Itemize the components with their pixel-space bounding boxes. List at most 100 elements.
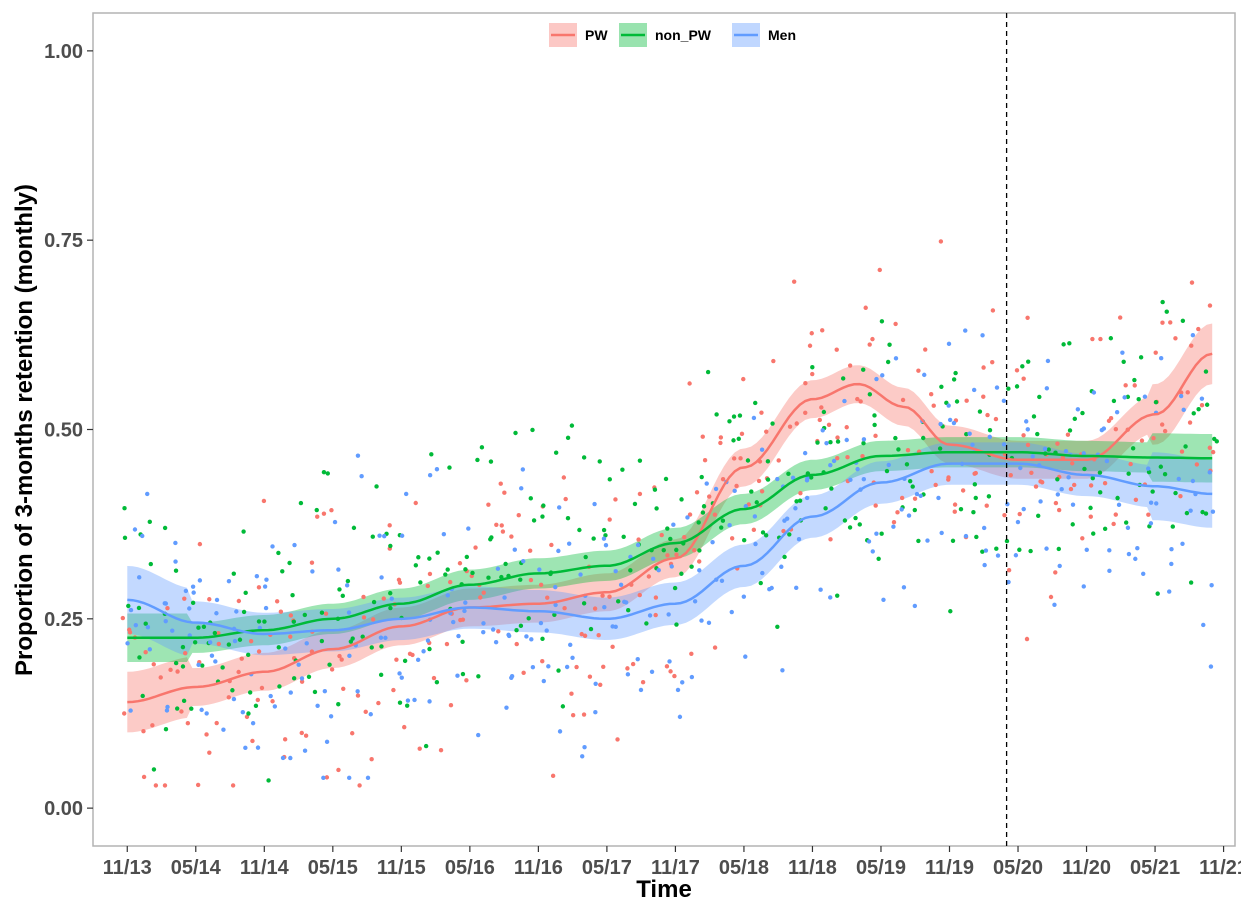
x-axis: 11/13 05/14 11/14 05/15 11/15 05/16 11/16 05/17…: [103, 846, 1241, 879]
data-point: [256, 649, 262, 654]
data-point: [835, 435, 840, 440]
data-point: [692, 548, 697, 553]
data-point: [196, 625, 201, 630]
data-point: [340, 593, 345, 599]
data-point: [379, 644, 384, 649]
data-point: [741, 376, 746, 382]
data-point: [700, 434, 705, 439]
data-point: [880, 373, 885, 378]
data-point: [697, 559, 702, 564]
data-point: [672, 673, 677, 679]
data-point: [185, 720, 191, 726]
data-point: [891, 520, 897, 525]
data-point: [328, 714, 334, 719]
data-point: [664, 664, 670, 669]
data-point: [521, 558, 526, 564]
data-point: [1132, 377, 1137, 383]
data-point: [448, 703, 454, 708]
data-point: [1158, 356, 1164, 361]
data-point: [226, 642, 232, 647]
data-point: [478, 595, 483, 600]
data-point: [1108, 336, 1114, 341]
data-point: [713, 486, 719, 492]
data-point: [844, 425, 849, 430]
data-point: [736, 436, 741, 442]
data-point: [303, 733, 309, 738]
data-point: [550, 773, 556, 779]
data-point: [933, 482, 938, 488]
data-point: [264, 577, 269, 582]
data-point: [302, 748, 308, 753]
data-point: [125, 641, 130, 646]
data-point: [803, 410, 808, 415]
data-point: [538, 582, 544, 587]
data-point: [860, 453, 865, 459]
data-point: [603, 543, 609, 548]
data-point: [276, 645, 281, 650]
data-point: [1028, 548, 1033, 554]
data-point: [425, 583, 431, 589]
data-point: [363, 709, 368, 715]
data-point: [964, 431, 969, 437]
data-point: [464, 678, 469, 683]
legend-label: Men: [768, 27, 796, 43]
data-point: [182, 650, 188, 656]
data-point: [1055, 477, 1060, 482]
data-point: [379, 575, 384, 580]
data-point: [972, 471, 977, 476]
data-point: [221, 727, 226, 732]
data-point: [457, 561, 463, 566]
data-point: [635, 656, 640, 662]
data-point: [1055, 441, 1060, 446]
data-point: [528, 577, 534, 583]
data-point: [201, 624, 207, 630]
data-point: [1001, 398, 1007, 404]
data-point: [1207, 470, 1212, 475]
data-point: [922, 372, 927, 378]
data-point: [743, 654, 748, 659]
data-point: [907, 478, 913, 484]
data-point: [948, 609, 953, 614]
data-point: [244, 714, 250, 720]
data-point: [1055, 492, 1061, 497]
data-point: [197, 541, 203, 547]
data-point: [1123, 520, 1129, 525]
data-point: [141, 729, 146, 734]
data-point: [861, 441, 866, 446]
data-point: [671, 522, 676, 527]
data-point: [1199, 396, 1205, 401]
data-point: [848, 477, 853, 483]
data-point: [710, 539, 715, 545]
data-point: [429, 452, 434, 457]
data-point: [840, 376, 846, 381]
data-point: [1002, 512, 1007, 518]
data-point: [593, 710, 598, 715]
data-point: [499, 523, 504, 528]
data-point: [531, 518, 537, 523]
data-point: [388, 590, 393, 596]
data-point: [397, 580, 403, 585]
data-point: [1053, 570, 1058, 575]
data-point: [786, 471, 791, 476]
data-point: [324, 775, 330, 780]
data-point: [929, 469, 934, 474]
data-point: [1116, 502, 1122, 508]
data-point: [530, 664, 536, 670]
data-point: [1135, 545, 1140, 551]
data-point: [971, 387, 977, 393]
data-point: [1169, 546, 1174, 552]
data-point: [524, 634, 529, 639]
data-point: [828, 537, 833, 542]
data-point: [787, 532, 792, 537]
data-point: [1212, 436, 1217, 442]
data-point: [481, 621, 486, 626]
data-point: [145, 625, 151, 630]
data-point: [794, 499, 799, 504]
data-point: [697, 548, 702, 553]
data-point: [226, 695, 231, 700]
data-point: [1004, 538, 1010, 544]
data-point: [1184, 510, 1190, 516]
x-tick-label: 11/13: [103, 857, 152, 879]
data-point: [1059, 486, 1064, 492]
data-point: [729, 609, 734, 615]
